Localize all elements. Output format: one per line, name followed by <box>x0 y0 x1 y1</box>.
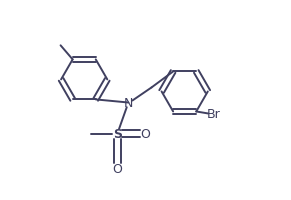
Text: O: O <box>112 163 122 175</box>
Text: N: N <box>124 97 133 109</box>
Text: S: S <box>113 128 122 140</box>
Text: O: O <box>140 128 150 140</box>
Text: Br: Br <box>207 107 221 120</box>
